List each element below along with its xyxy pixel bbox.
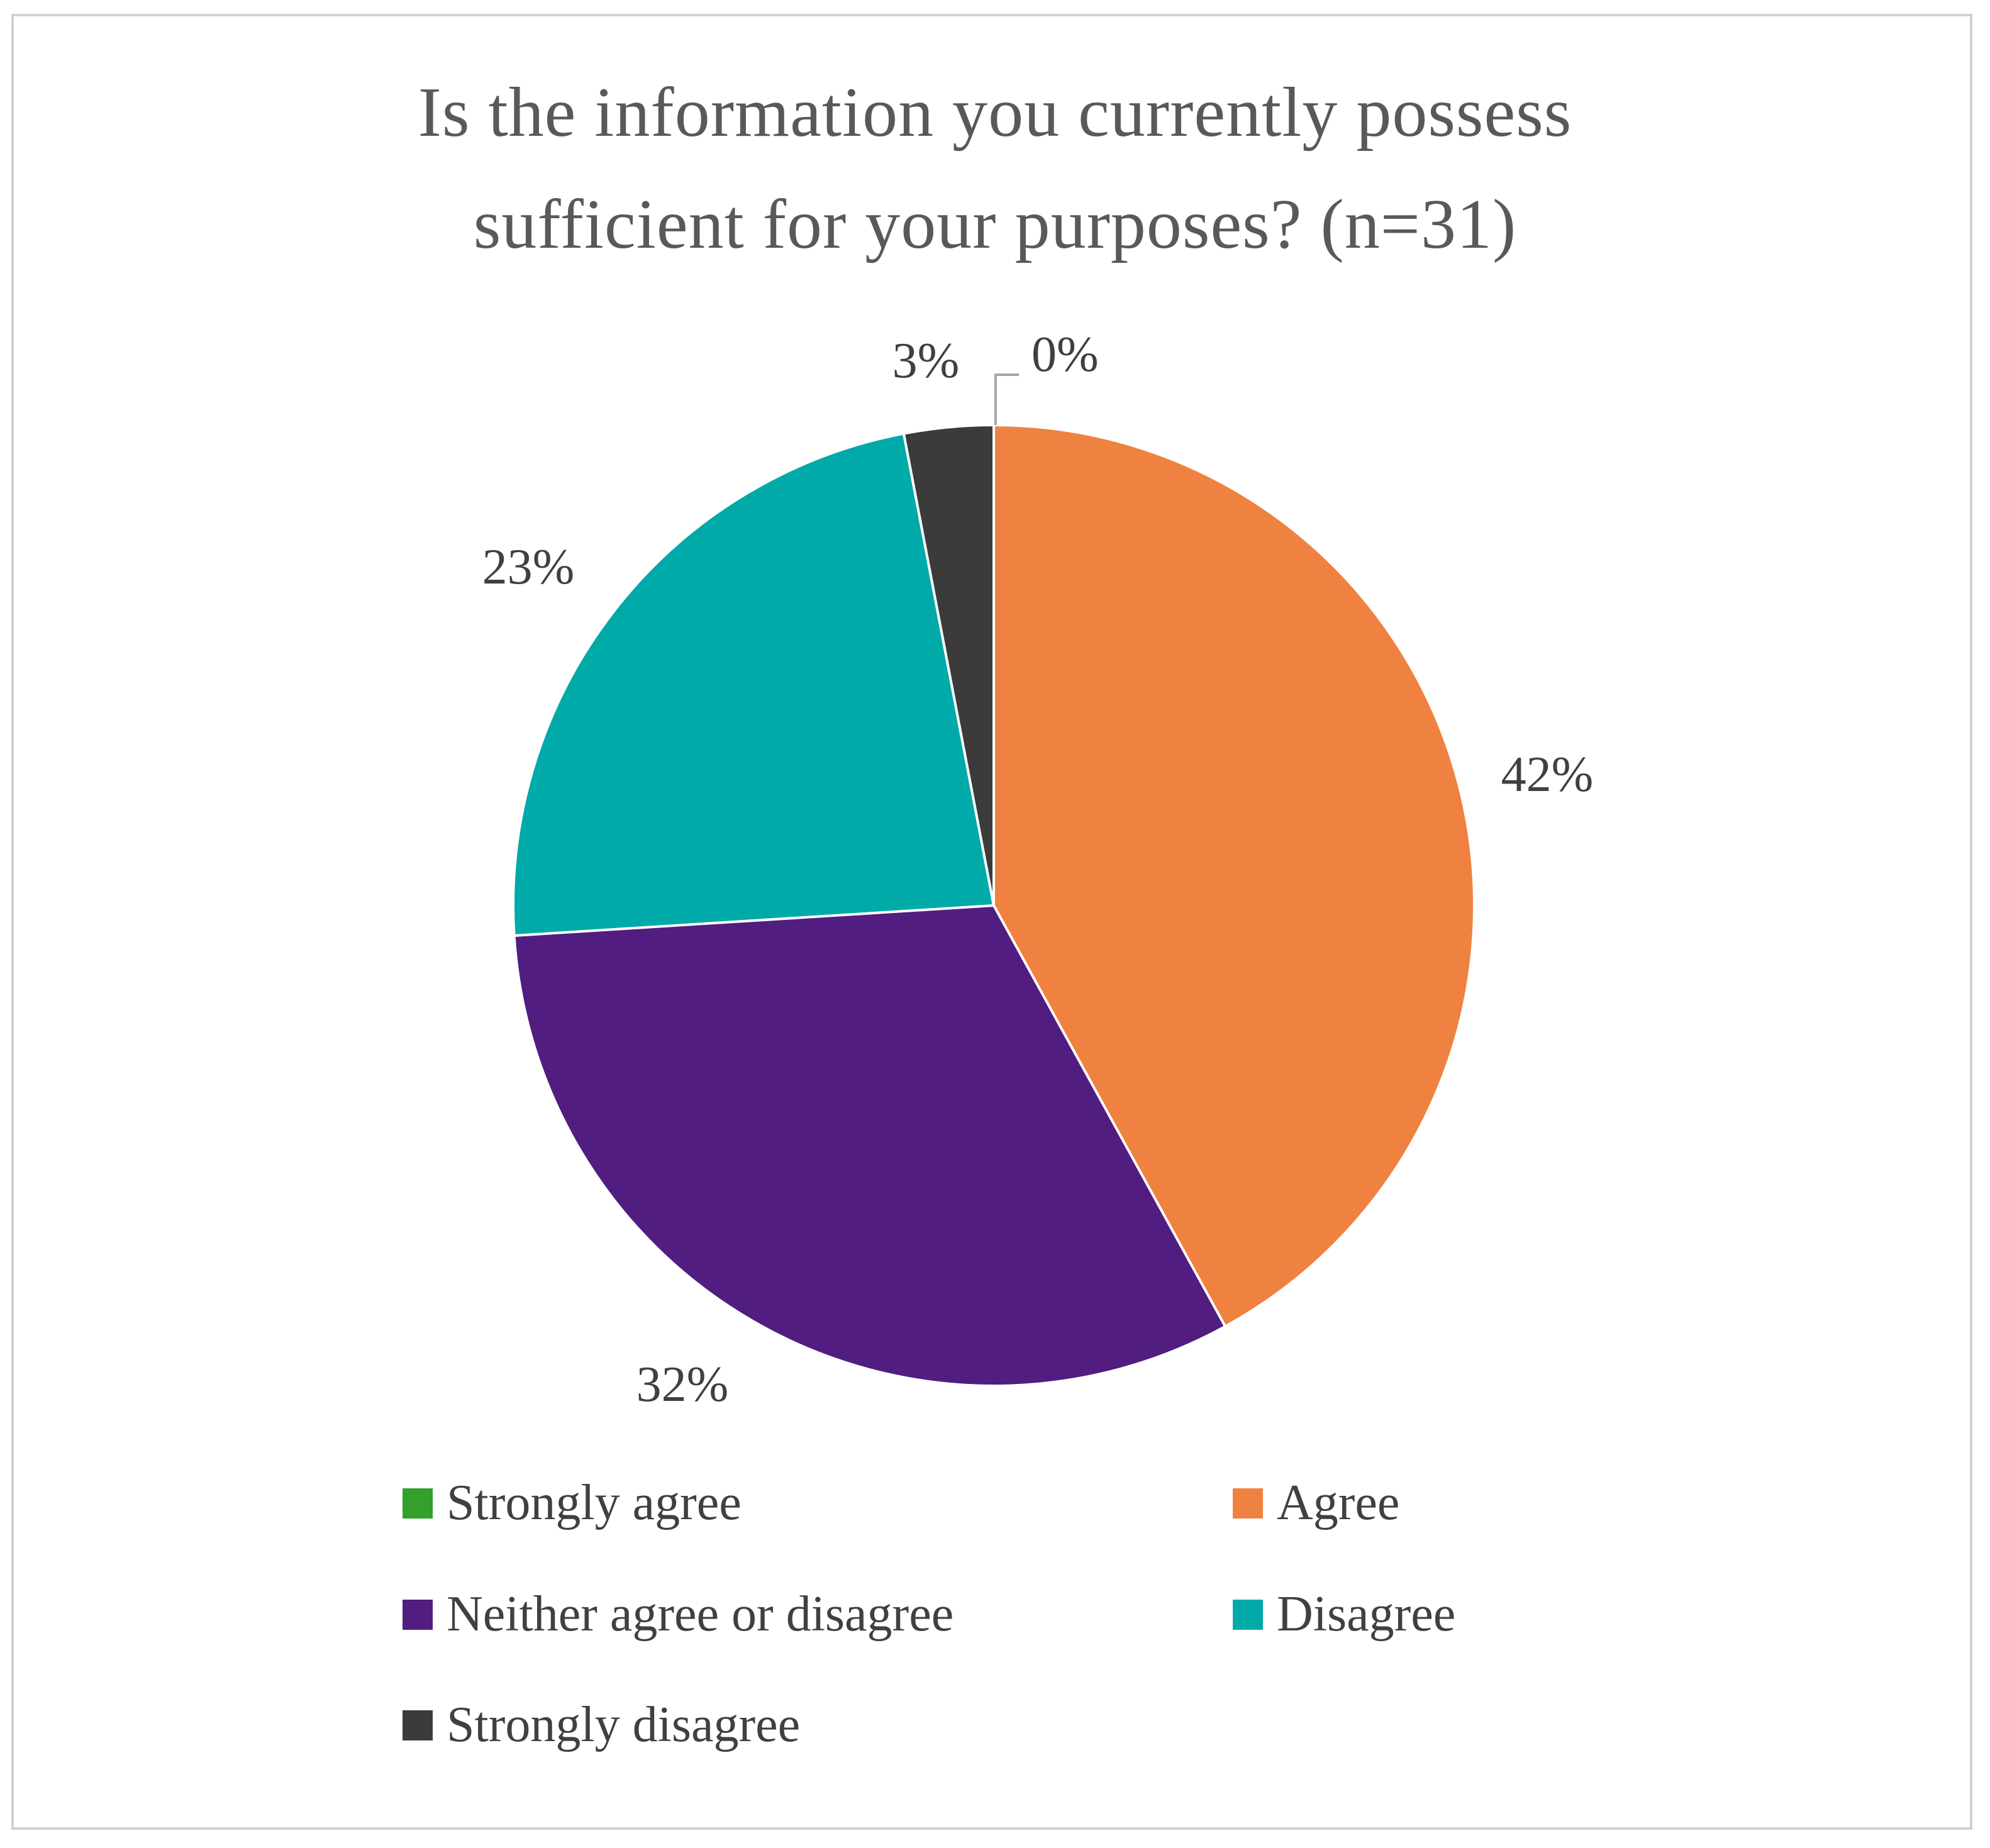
legend-swatch: [403, 1488, 433, 1519]
legend-label: Neither agree or disagree: [447, 1586, 954, 1642]
leader-line-strongly-agree: [994, 373, 1019, 425]
legend-item-strongly-agree: Strongly agree: [403, 1475, 742, 1532]
pie-slices: [512, 423, 1476, 1387]
legend-label: Agree: [1277, 1475, 1400, 1530]
pie-slice-strongly-disagree: [902, 423, 995, 906]
legend-label: Strongly agree: [447, 1475, 742, 1530]
legend-label: Strongly disagree: [447, 1697, 801, 1752]
legend-swatch: [1233, 1488, 1263, 1519]
legend-item-strongly-disagree: Strongly disagree: [403, 1696, 800, 1754]
pie-slice-agree: [992, 423, 1476, 1329]
legend-item-neither-agree-or-disagree: Neither agree or disagree: [403, 1586, 953, 1643]
chart-title-line-1: Is the information you currently possess: [418, 74, 1572, 152]
legend-item-agree: Agree: [1233, 1475, 1399, 1532]
chart-title: Is the information you currently possess…: [0, 57, 1990, 280]
data-label-neither-agree-or-disagree: 32%: [636, 1357, 729, 1412]
legend-swatch: [1233, 1599, 1263, 1630]
chart-title-line-2: sufficient for your purposes? (n=31): [473, 185, 1517, 263]
pie-slice-disagree: [512, 432, 996, 938]
data-label-strongly-disagree: 3%: [892, 333, 960, 389]
data-label-strongly-agree: 0%: [1031, 327, 1099, 382]
legend-item-disagree: Disagree: [1233, 1586, 1455, 1643]
legend-swatch: [403, 1599, 433, 1630]
legend-swatch: [403, 1710, 433, 1740]
pie-slice-neither-agree-or-disagree: [513, 904, 1227, 1387]
pie-labels: 0% 42% 32% 23% 3%: [482, 327, 1594, 1412]
data-label-disagree: 23%: [482, 539, 575, 595]
legend-label: Disagree: [1277, 1586, 1456, 1642]
data-label-agree: 42%: [1501, 747, 1594, 802]
